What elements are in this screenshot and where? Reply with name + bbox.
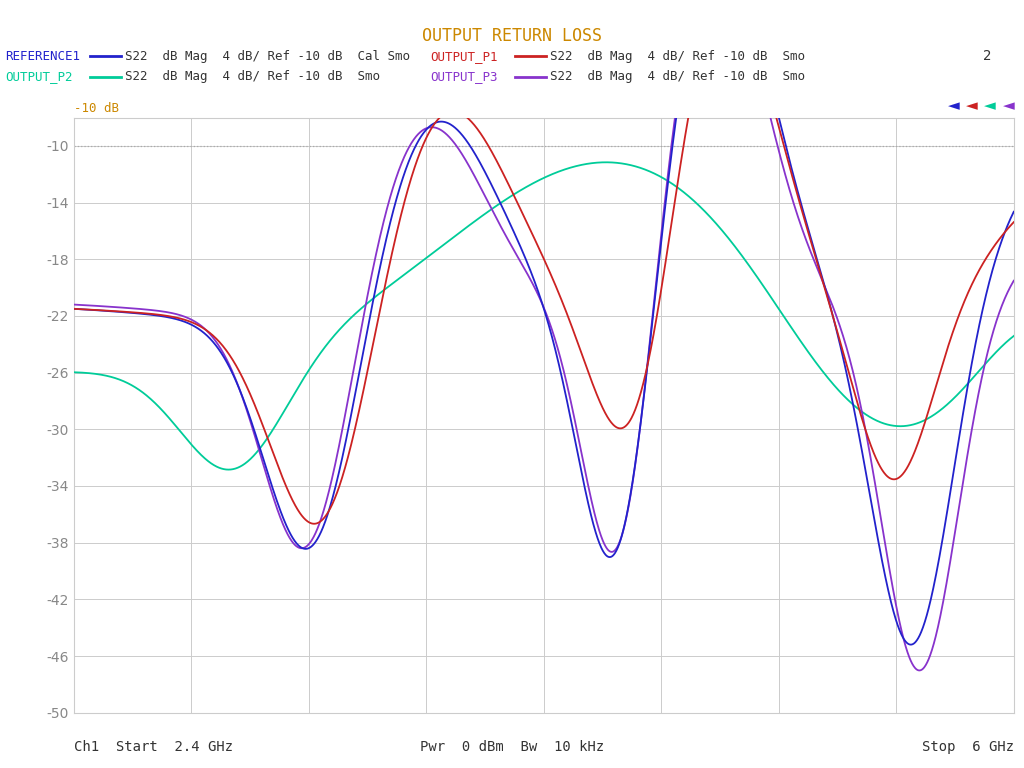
- Text: S22  dB Mag  4 dB/ Ref -10 dB  Smo: S22 dB Mag 4 dB/ Ref -10 dB Smo: [125, 71, 380, 83]
- Text: Ch1  Start  2.4 GHz: Ch1 Start 2.4 GHz: [74, 740, 232, 754]
- Text: ◄: ◄: [984, 98, 996, 113]
- Text: ◄: ◄: [947, 98, 959, 113]
- Text: S22  dB Mag  4 dB/ Ref -10 dB  Smo: S22 dB Mag 4 dB/ Ref -10 dB Smo: [550, 71, 805, 83]
- Text: OUTPUT_P3: OUTPUT_P3: [430, 71, 498, 83]
- Text: REFERENCE1: REFERENCE1: [5, 50, 80, 62]
- Text: ◄: ◄: [966, 98, 978, 113]
- Text: S22  dB Mag  4 dB/ Ref -10 dB  Cal Smo: S22 dB Mag 4 dB/ Ref -10 dB Cal Smo: [125, 50, 410, 62]
- Text: S22  dB Mag  4 dB/ Ref -10 dB  Smo: S22 dB Mag 4 dB/ Ref -10 dB Smo: [550, 50, 805, 62]
- Text: OUTPUT_P1: OUTPUT_P1: [430, 50, 498, 62]
- Text: OUTPUT RETURN LOSS: OUTPUT RETURN LOSS: [422, 27, 602, 45]
- Text: Stop  6 GHz: Stop 6 GHz: [922, 740, 1014, 754]
- Text: 2: 2: [983, 49, 991, 63]
- Text: Pwr  0 dBm  Bw  10 kHz: Pwr 0 dBm Bw 10 kHz: [420, 740, 604, 754]
- Text: -10 dB: -10 dB: [74, 102, 119, 115]
- Text: ◄: ◄: [1002, 98, 1015, 113]
- Text: OUTPUT_P2: OUTPUT_P2: [5, 71, 73, 83]
